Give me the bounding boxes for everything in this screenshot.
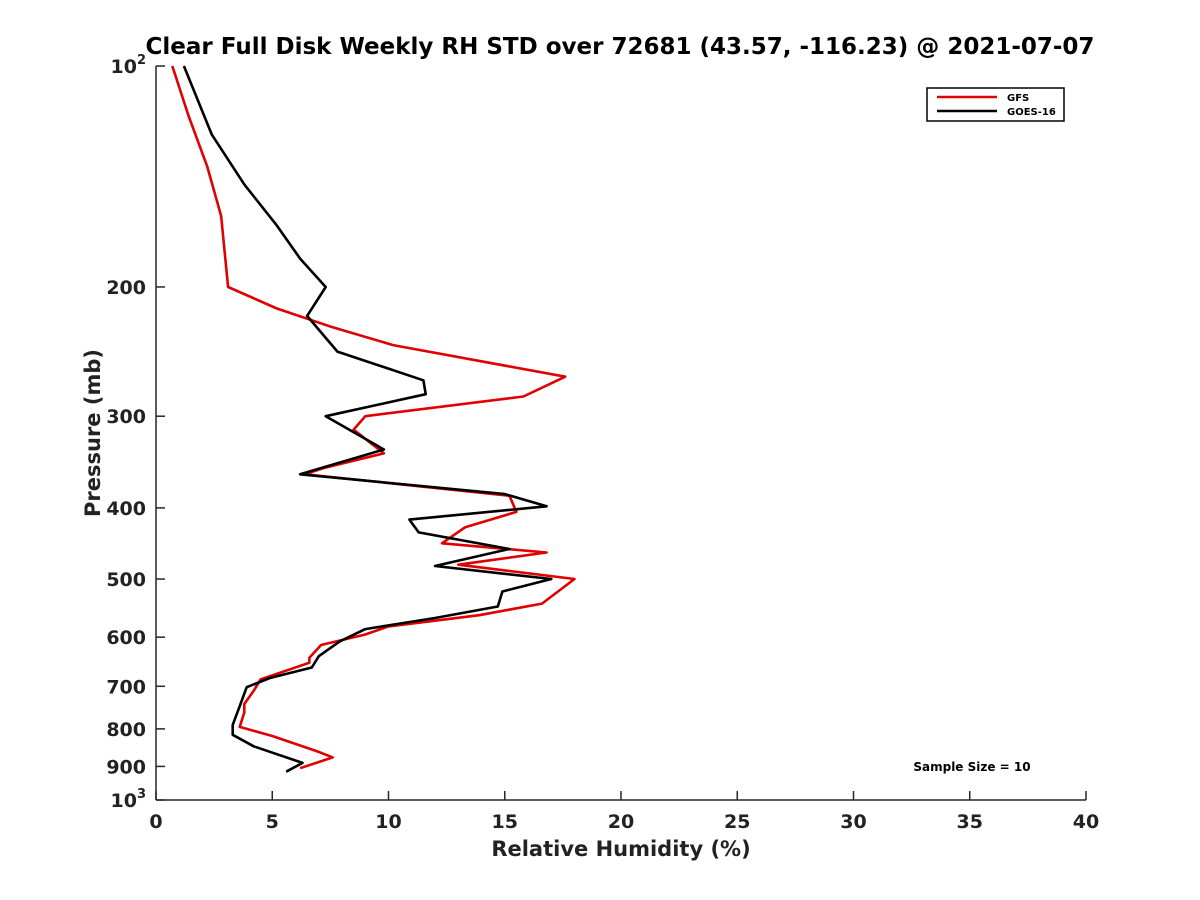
y-tick-label: 700 <box>106 676 146 698</box>
sample-size-annotation: Sample Size = 10 <box>913 760 1030 774</box>
y-tick-label: 900 <box>106 756 146 778</box>
y-tick-label: 600 <box>106 627 146 649</box>
y-tick-label: 400 <box>106 498 146 520</box>
x-tick-label: 30 <box>840 811 866 833</box>
y-tick-label: 103 <box>111 787 147 812</box>
chart-title: Clear Full Disk Weekly RH STD over 72681… <box>146 34 1095 60</box>
y-tick-label: 500 <box>106 569 146 591</box>
x-axis-ticks: 0 5 10 15 20 25 30 35 40 <box>149 791 1099 833</box>
legend-label-goes-16: GOES-16 <box>1007 107 1056 118</box>
x-tick-label: 10 <box>375 811 401 833</box>
plot-area <box>171 65 576 773</box>
x-tick-label: 20 <box>608 811 634 833</box>
x-tick-label: 25 <box>724 811 750 833</box>
series-line-goes-16 <box>182 65 553 773</box>
legend: GFS GOES-16 <box>926 87 1065 122</box>
legend-label-gfs: GFS <box>1007 93 1029 104</box>
x-tick-label: 0 <box>149 811 162 833</box>
y-tick-label: 200 <box>106 277 146 299</box>
y-tick-label: 102 <box>111 53 147 78</box>
y-axis-ticks: 102 200 300 400 500 600 700 800 900 103 <box>106 53 165 812</box>
series-line-gfs <box>171 65 576 770</box>
x-tick-label: 15 <box>492 811 518 833</box>
y-tick-label: 300 <box>106 406 146 428</box>
y-axis-label: Pressure (mb) <box>81 349 105 517</box>
x-tick-label: 40 <box>1073 811 1099 833</box>
x-tick-label: 35 <box>957 811 983 833</box>
y-tick-label: 800 <box>106 719 146 741</box>
x-axis-label: Relative Humidity (%) <box>491 837 750 861</box>
x-tick-label: 5 <box>266 811 279 833</box>
legend-box <box>926 87 1065 122</box>
